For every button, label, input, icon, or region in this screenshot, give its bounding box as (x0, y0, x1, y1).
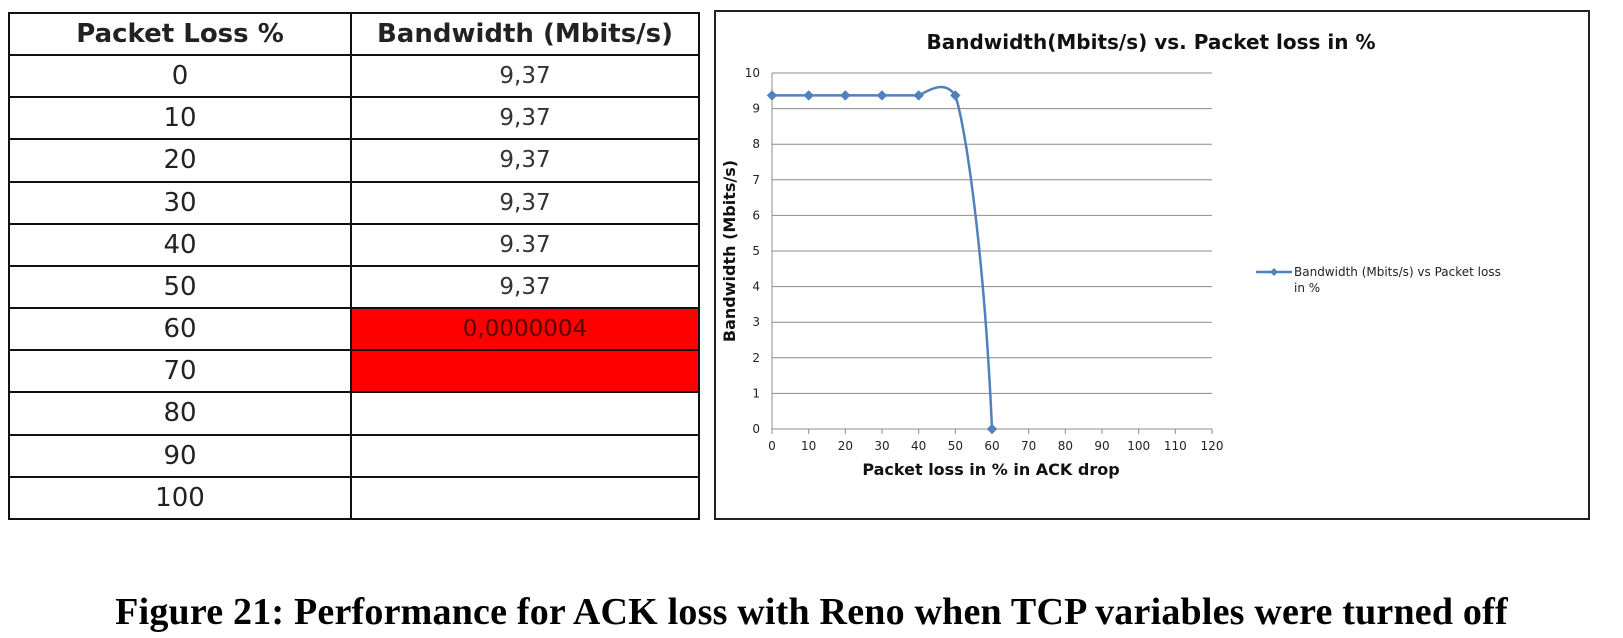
cell-bandwidth (350, 433, 700, 478)
table-row: 90 (8, 433, 700, 478)
cell-bandwidth: 9,37 (350, 96, 700, 141)
cell-packet-loss: 80 (8, 391, 352, 436)
cell-packet-loss: 20 (8, 138, 352, 183)
y-tick-label: 8 (752, 137, 760, 151)
x-tick-label: 120 (1201, 439, 1224, 453)
x-tick-label: 40 (911, 439, 926, 453)
cell-packet-loss: 100 (8, 475, 352, 521)
chart-title: Bandwidth(Mbits/s) vs. Packet loss in % (926, 30, 1375, 54)
x-tick-label: 80 (1058, 439, 1073, 453)
cell-bandwidth: 9,37 (350, 138, 700, 183)
cell-bandwidth: 0,0000004 (350, 307, 700, 352)
legend-text: Bandwidth (Mbits/s) vs Packet loss (1294, 265, 1501, 279)
table-row: 20 9,37 (8, 138, 700, 183)
table-row: 10 9,37 (8, 96, 700, 141)
cell-bandwidth: 9,37 (350, 53, 700, 99)
table-row: 0 9,37 (8, 53, 700, 99)
cell-packet-loss: 60 (8, 307, 352, 352)
y-tick-label: 0 (752, 422, 760, 436)
cell-packet-loss: 50 (8, 264, 352, 310)
y-tick-label: 6 (752, 208, 760, 222)
x-tick-label: 60 (984, 439, 999, 453)
cell-bandwidth: 9,37 (350, 180, 700, 225)
table-header-row: Packet Loss % Bandwidth (Mbits/s) (8, 12, 700, 56)
y-axis-label: Bandwidth (Mbits/s) (720, 160, 739, 342)
cell-packet-loss: 70 (8, 349, 352, 394)
x-tick-label: 100 (1127, 439, 1150, 453)
y-tick-label: 4 (752, 280, 760, 294)
data-point (913, 90, 924, 101)
chart-svg: Bandwidth(Mbits/s) vs. Packet loss in % 0… (720, 30, 1501, 479)
y-tick-label: 7 (752, 173, 760, 187)
x-tick-label: 20 (838, 439, 853, 453)
header-packet-loss: Packet Loss % (8, 12, 352, 56)
table-row: 60 0,0000004 (8, 307, 700, 352)
data-point (950, 90, 961, 101)
cell-packet-loss: 10 (8, 96, 352, 141)
table-row: 80 (8, 391, 700, 436)
x-tick-label: 0 (768, 439, 776, 453)
data-table: Packet Loss % Bandwidth (Mbits/s) 0 9,37 1… (8, 12, 700, 521)
cell-bandwidth (350, 349, 700, 394)
cell-bandwidth (350, 475, 700, 521)
x-tick-label: 10 (801, 439, 816, 453)
data-point (986, 423, 998, 435)
cell-packet-loss: 90 (8, 433, 352, 478)
cell-bandwidth (350, 391, 700, 436)
table-row: 100 (8, 475, 700, 521)
legend-text: in % (1294, 281, 1320, 295)
x-tick-label: 50 (948, 439, 963, 453)
figure-caption: Figure 21: Performance for ACK loss with… (115, 591, 1508, 633)
cell-packet-loss: 40 (8, 222, 352, 267)
legend-marker (1270, 268, 1278, 276)
x-axis-label: Packet loss in % in ACK drop (862, 460, 1119, 479)
table-row: 30 9,37 (8, 180, 700, 225)
table-row: 50 9,37 (8, 264, 700, 310)
cell-packet-loss: 0 (8, 53, 352, 99)
x-tick-label: 70 (1021, 439, 1036, 453)
x-tick-label: 30 (874, 439, 889, 453)
table-row: 40 9.37 (8, 222, 700, 267)
cell-packet-loss: 30 (8, 180, 352, 225)
cell-bandwidth: 9,37 (350, 264, 700, 310)
data-point (840, 90, 851, 101)
chart-panel: Bandwidth(Mbits/s) vs. Packet loss in % 0… (714, 10, 1590, 520)
table-row: 70 (8, 349, 700, 394)
series-line (772, 85, 994, 430)
cell-bandwidth: 9.37 (350, 222, 700, 267)
data-point (766, 90, 778, 101)
data-point (803, 90, 814, 101)
y-tick-label: 10 (745, 66, 760, 80)
header-bandwidth: Bandwidth (Mbits/s) (350, 12, 700, 56)
data-point (876, 90, 888, 101)
y-tick-label: 1 (752, 386, 760, 400)
y-tick-label: 3 (752, 315, 760, 329)
x-tick-label: 110 (1164, 439, 1187, 453)
y-tick-label: 9 (752, 102, 760, 116)
x-tick-label: 90 (1094, 439, 1109, 453)
y-tick-label: 2 (752, 351, 760, 365)
y-tick-label: 5 (752, 244, 760, 258)
